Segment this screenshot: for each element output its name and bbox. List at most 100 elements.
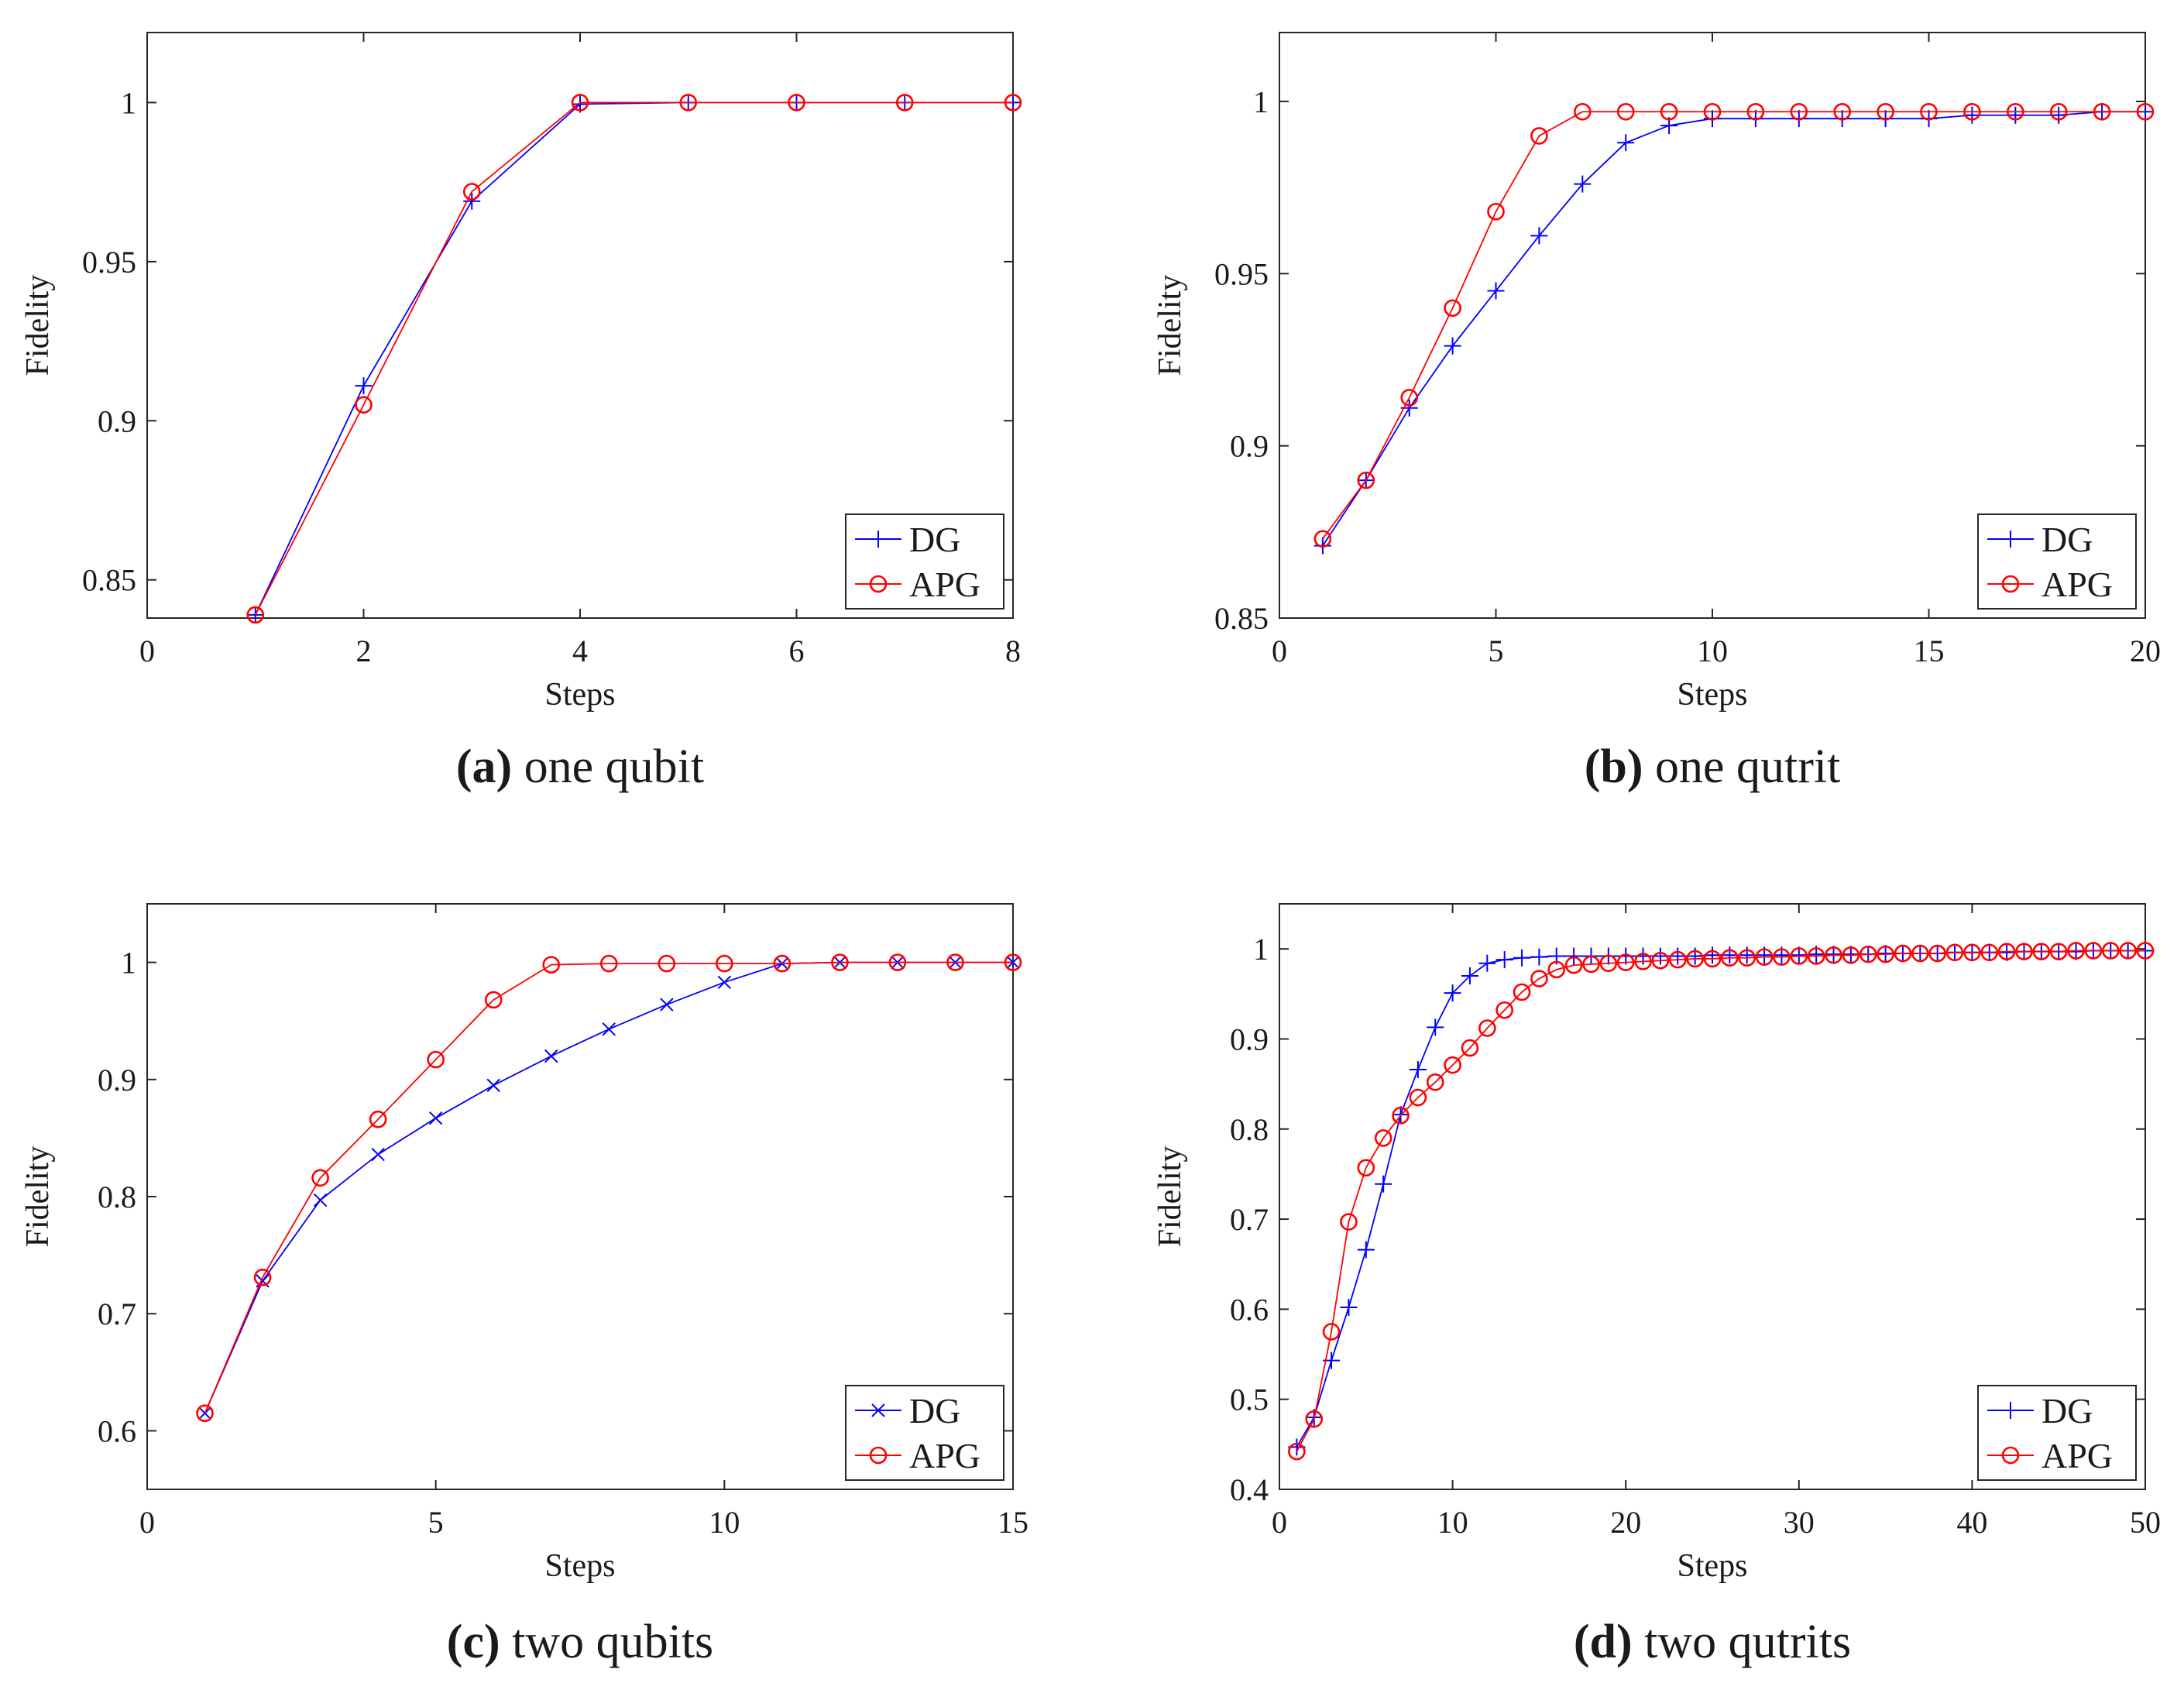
data-point-apg (599, 954, 618, 973)
data-point-apg (1963, 102, 1981, 121)
y-tick-label: 0.85 (82, 563, 136, 598)
x-tick-label: 6 (789, 634, 805, 668)
x-tick-label: 10 (1437, 1505, 1468, 1540)
data-point-apg (1894, 944, 1912, 963)
data-point-apg (1911, 944, 1929, 963)
data-point-apg (679, 94, 698, 112)
data-point-dg (1565, 947, 1583, 965)
x-tick-label: 0 (139, 634, 155, 668)
data-point-dg (463, 192, 481, 210)
caption-text: one qubit (512, 740, 704, 793)
data-point-apg (1859, 945, 1877, 963)
data-point-dg (1669, 947, 1687, 965)
x-tick-label: 10 (709, 1505, 740, 1540)
data-point-apg (1660, 102, 1678, 121)
legend-marker-apg (2001, 575, 2020, 593)
data-point-apg (1004, 953, 1022, 971)
data-point-apg (1668, 950, 1687, 969)
data-point-dg (1478, 954, 1496, 972)
y-axis-label: Fidelity (20, 275, 56, 376)
data-point-apg (2101, 942, 2120, 960)
y-tick-label: 0.9 (1230, 1022, 1269, 1056)
y-tick-label: 0.6 (1230, 1292, 1269, 1327)
data-point-apg (1755, 948, 1774, 966)
data-point-dg (1495, 951, 1513, 969)
caption-letter: (c) (447, 1616, 500, 1668)
legend-label-dg: DG (2041, 1391, 2093, 1431)
data-point-apg (895, 94, 914, 112)
data-point-apg (658, 954, 676, 973)
data-point-apg (2032, 943, 2051, 960)
data-point-apg (1599, 954, 1618, 973)
y-tick-label: 0.7 (98, 1297, 136, 1331)
data-point-dg (2007, 106, 2024, 124)
data-point-dg (1617, 134, 1635, 152)
data-point-apg (2007, 102, 2024, 121)
x-tick-label: 0 (1272, 634, 1287, 668)
data-point-apg (1842, 946, 1860, 964)
legend-marker-apg (2001, 1446, 2020, 1465)
data-point-apg (542, 956, 561, 974)
data-point-apg (1392, 1107, 1410, 1125)
x-tick-label: 0 (139, 1505, 155, 1540)
data-point-apg (1616, 953, 1635, 971)
data-point-dg (486, 1078, 500, 1093)
data-point-dg (1825, 946, 1842, 963)
caption-text: one qutrit (1643, 740, 1840, 793)
series-apg (246, 94, 1022, 624)
data-point-dg (1530, 227, 1548, 245)
legend-marker-dg (871, 1403, 885, 1417)
data-point-dg (1375, 1175, 1392, 1193)
legend-marker-apg (869, 1446, 888, 1465)
y-tick-label: 0.8 (1230, 1112, 1269, 1147)
legend-label-dg: DG (909, 1391, 960, 1431)
x-tick-label: 0 (1272, 1505, 1287, 1540)
y-axis-label: Fidelity (1152, 1146, 1188, 1248)
y-tick-label: 1 (1253, 932, 1269, 967)
legend-box (1977, 513, 2137, 610)
data-point-apg (1340, 1213, 1358, 1231)
data-point-dg (1963, 106, 1981, 124)
series-apg (1288, 942, 2155, 1461)
data-point-dg (1704, 946, 1721, 964)
x-tick-label: 5 (428, 1505, 444, 1540)
legend-marker-dg (2002, 1402, 2019, 1419)
data-point-dg (371, 1147, 385, 1162)
data-point-apg (1004, 94, 1022, 112)
data-point-apg (246, 606, 265, 624)
series-line-apg (204, 961, 1013, 1414)
panel-caption: (a) one qubit (456, 740, 704, 793)
caption-letter: (d) (1574, 1616, 1633, 1668)
data-point-apg (1634, 953, 1652, 970)
data-point-apg (1564, 956, 1583, 974)
legend-label-apg: APG (2041, 565, 2113, 604)
data-point-apg (253, 1269, 272, 1286)
data-point-apg (2049, 943, 2068, 960)
x-tick-label: 8 (1005, 634, 1021, 668)
panel-caption: (c) two qubits (447, 1616, 713, 1668)
x-axis-label: Steps (1677, 1548, 1747, 1584)
data-point-apg (1582, 955, 1600, 974)
data-point-apg (831, 953, 849, 971)
data-point-apg (2084, 942, 2103, 960)
data-point-apg (1651, 951, 1670, 970)
panel-caption: (d) two qutrits (1574, 1616, 1851, 1668)
y-tick-label: 0.9 (98, 404, 136, 438)
x-tick-label: 30 (1784, 1505, 1815, 1540)
data-point-dg (602, 1022, 616, 1036)
data-point-apg (484, 991, 503, 1009)
y-tick-label: 0.95 (82, 245, 136, 280)
x-tick-label: 2 (356, 634, 372, 668)
legend: DG APG (1977, 513, 2137, 610)
data-point-apg (1478, 1019, 1496, 1037)
y-tick-label: 0.85 (1214, 601, 1269, 636)
caption-letter: (a) (456, 740, 512, 793)
data-point-apg (773, 954, 792, 973)
y-tick-label: 0.4 (1230, 1472, 1269, 1507)
data-point-apg (1790, 947, 1808, 965)
data-point-apg (1877, 102, 1894, 121)
chart-panel-b: 0 5 10 15 20 0.85 0.9 0.95 1 Steps Fidelity DG APG (b… (1152, 32, 2161, 793)
y-tick-label: 0.6 (98, 1413, 136, 1448)
y-tick-label: 0.8 (98, 1180, 136, 1214)
